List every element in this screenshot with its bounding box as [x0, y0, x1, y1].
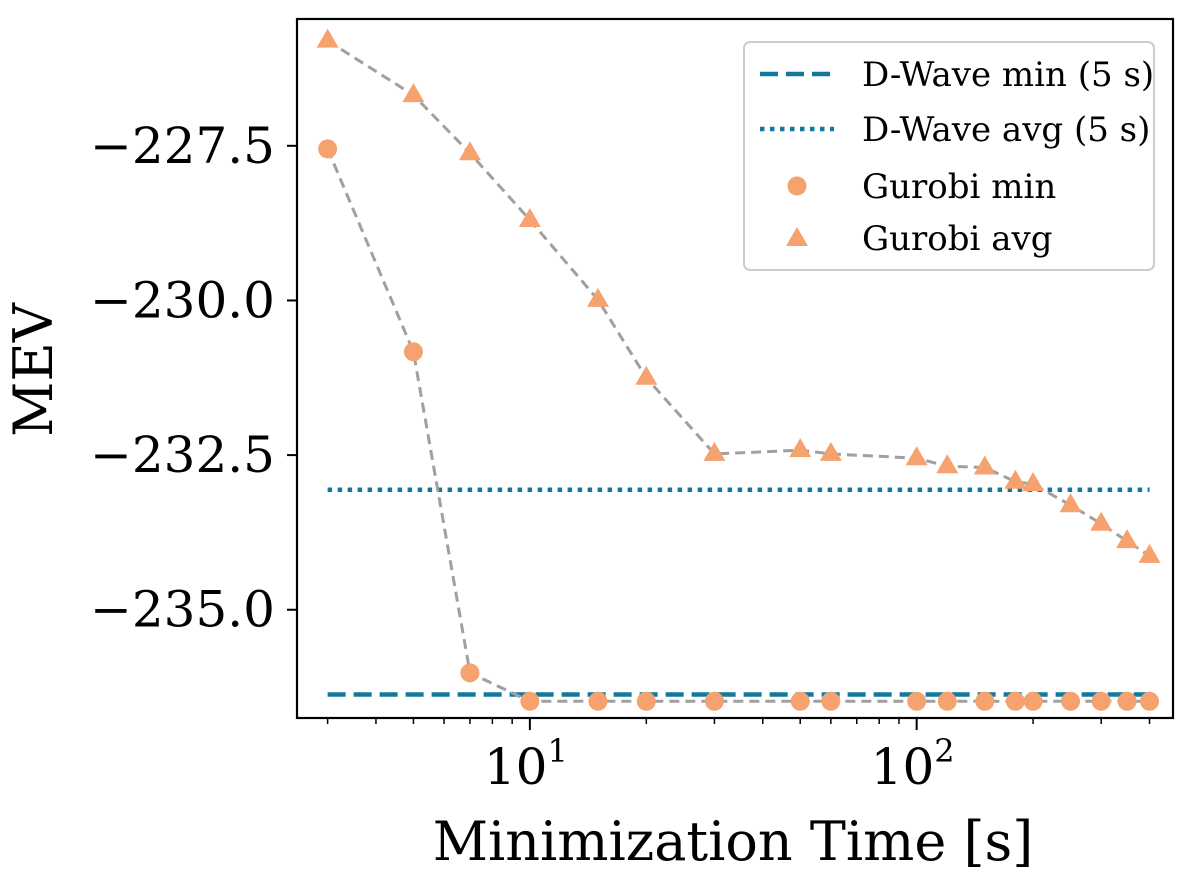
data-point-gurobi-avg [316, 28, 339, 48]
data-point-gurobi-avg [1138, 543, 1161, 563]
data-point-gurobi-avg [1059, 493, 1082, 513]
y-tick-label: −232.5 [90, 426, 275, 484]
data-point-gurobi-avg [402, 83, 425, 103]
data-point-gurobi-min [636, 691, 656, 711]
data-point-gurobi-min [1061, 691, 1081, 711]
data-point-gurobi-avg [1116, 529, 1139, 549]
data-point-gurobi-min [704, 691, 724, 711]
data-point-gurobi-min [907, 691, 927, 711]
data-point-gurobi-min [588, 691, 608, 711]
data-point-gurobi-min [821, 691, 841, 711]
data-point-gurobi-avg [1004, 469, 1027, 489]
data-point-gurobi-min [403, 342, 423, 362]
y-tick-label: −227.5 [90, 117, 275, 175]
data-point-gurobi-min [790, 691, 810, 711]
legend-swatch-gurobi-min [787, 176, 807, 196]
data-point-gurobi-avg [1022, 472, 1045, 492]
legend-label-gurobi-avg: Gurobi avg [862, 219, 1052, 259]
data-point-gurobi-avg [819, 441, 842, 461]
data-point-gurobi-avg [1090, 511, 1113, 531]
data-point-gurobi-min [975, 691, 995, 711]
x-axis-label: Minimization Time [s] [433, 810, 1034, 873]
data-point-gurobi-min [1005, 691, 1025, 711]
x-tick-label: 102 [871, 732, 955, 796]
data-point-gurobi-avg [635, 365, 658, 385]
series-markers [316, 28, 1161, 711]
y-axis-ticks: −227.5 −230.0 −232.5 −235.0 [90, 117, 297, 639]
y-tick-label: −230.0 [90, 271, 275, 329]
y-axis-label: MEV [2, 302, 65, 437]
legend-box [743, 41, 1155, 271]
data-point-gurobi-min [1117, 691, 1137, 711]
x-tick-label: 101 [484, 732, 568, 796]
legend-label-gurobi-min: Gurobi min [862, 167, 1056, 207]
axes-frame [295, 17, 1175, 720]
data-point-gurobi-min [937, 691, 957, 711]
data-point-gurobi-avg [905, 446, 928, 466]
data-point-gurobi-avg [936, 454, 959, 474]
data-point-gurobi-min [1140, 691, 1160, 711]
data-point-gurobi-avg [586, 287, 609, 307]
data-point-gurobi-min [460, 663, 480, 683]
x-axis-ticks: 101 102 [326, 718, 1151, 796]
legend-swatch-gurobi-avg [786, 227, 808, 246]
data-point-gurobi-avg [789, 438, 812, 458]
data-point-gurobi-min [1091, 691, 1111, 711]
data-point-gurobi-avg [703, 441, 726, 461]
data-point-gurobi-min [1023, 691, 1043, 711]
data-point-gurobi-avg [518, 208, 541, 228]
legend-label-dwave-avg: D-Wave avg (5 s) [862, 110, 1150, 150]
legend: D-Wave min (5 s) D-Wave avg (5 s) Gurobi… [743, 41, 1155, 271]
data-point-gurobi-avg [973, 455, 996, 475]
data-point-gurobi-min [520, 691, 540, 711]
data-point-gurobi-min [318, 139, 338, 159]
legend-label-dwave-min: D-Wave min (5 s) [862, 55, 1154, 95]
series-line-gurobi-avg [326, 39, 1151, 558]
data-point-gurobi-avg [458, 141, 481, 161]
y-tick-label: −235.0 [90, 581, 275, 639]
